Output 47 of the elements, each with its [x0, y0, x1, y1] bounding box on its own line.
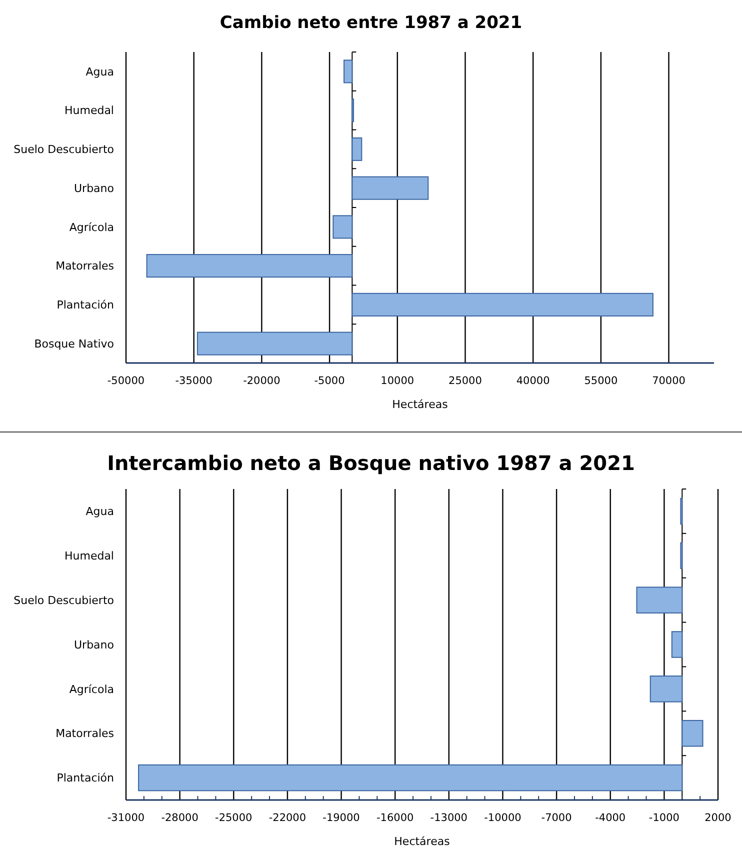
bar: [196, 332, 353, 356]
y-tick-label: Bosque Nativo: [34, 337, 114, 350]
bar: [344, 60, 353, 84]
x-tick-label: 2000: [704, 812, 732, 824]
x-tick-label: 70000: [652, 375, 686, 387]
x-tick-label: -25000: [215, 812, 252, 824]
x-tick-label: -31000: [107, 812, 145, 824]
y-tick-label: Agua: [86, 65, 114, 78]
x-tick-label: 25000: [448, 375, 482, 387]
chart-title: Intercambio neto a Bosque nativo 1987 a 2021: [107, 451, 635, 475]
x-axis-title: Hectáreas: [394, 835, 450, 848]
y-tick-label: Urbano: [74, 182, 114, 195]
y-tick-label: Humedal: [64, 549, 114, 562]
x-tick-label: -13000: [430, 812, 468, 824]
bar: [352, 292, 654, 316]
x-axis-title: Hectáreas: [392, 398, 448, 411]
y-tick-label: Plantación: [56, 298, 114, 312]
x-tick-label: -1000: [648, 812, 680, 824]
y-tick-label: Humedal: [64, 104, 114, 118]
x-tick-label: -50000: [107, 375, 145, 387]
x-tick-label: -4000: [595, 812, 626, 824]
x-tick-label: -5000: [314, 375, 345, 387]
x-tick-label: 10000: [380, 375, 414, 387]
y-tick-label: Agua: [86, 505, 114, 518]
x-tick-label: -16000: [376, 812, 414, 824]
bar: [146, 254, 353, 278]
y-tick-label: Plantación: [56, 772, 114, 785]
y-tick-label: Agrícola: [69, 682, 114, 696]
x-tick-label: 40000: [516, 375, 550, 387]
y-tick-label: Suelo Descubierto: [14, 594, 114, 607]
x-tick-label: -35000: [175, 375, 212, 387]
x-tick-label: -20000: [243, 375, 280, 387]
bar: [332, 215, 353, 239]
y-tick-label: Suelo Descubierto: [14, 143, 114, 156]
y-tick-label: Urbano: [74, 638, 114, 652]
x-tick-label: -7000: [541, 812, 572, 824]
bar: [352, 137, 362, 161]
x-tick-label: -10000: [484, 812, 522, 824]
chart-title: Cambio neto entre 1987 a 2021: [220, 13, 522, 33]
x-tick-label: 55000: [584, 375, 618, 387]
x-tick-label: -28000: [161, 812, 198, 824]
x-tick-label: -19000: [322, 812, 360, 824]
x-tick-label: -22000: [268, 812, 306, 824]
y-tick-label: Matorrales: [56, 727, 114, 740]
bar: [352, 176, 429, 200]
y-tick-label: Agrícola: [69, 220, 114, 234]
y-tick-label: Matorrales: [56, 260, 114, 273]
